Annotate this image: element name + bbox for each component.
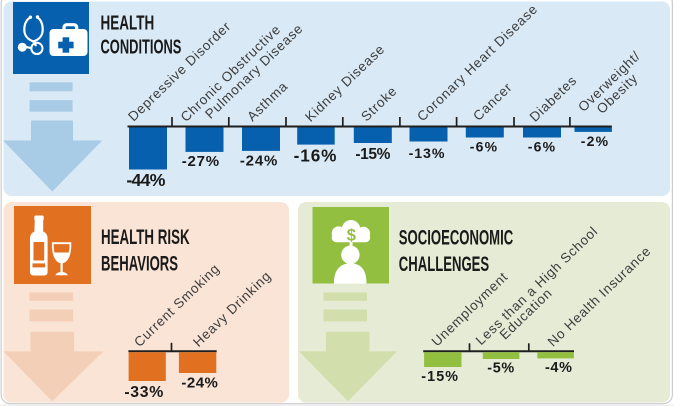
svg-text:-27%: -27% [182,153,220,170]
svg-text:-24%: -24% [240,153,278,170]
svg-text:-33%: -33% [124,384,164,401]
svg-text:-4%: -4% [545,360,573,376]
svg-text:-15%: -15% [421,369,459,385]
svg-text:-13%: -13% [409,146,446,162]
svg-text:-24%: -24% [181,375,218,392]
svg-text:-5%: -5% [487,360,515,376]
svg-text:-6%: -6% [470,139,499,155]
svg-text:-16%: -16% [294,145,338,165]
svg-text:HEALTH: HEALTH [101,12,155,34]
svg-text:-6%: -6% [528,139,557,155]
svg-text:-2%: -2% [581,133,610,149]
svg-text:-44%: -44% [126,170,165,190]
svg-text:CHALLENGES: CHALLENGES [399,252,489,276]
svg-text:CONDITIONS: CONDITIONS [101,36,182,59]
svg-text:BEHAVIORS: BEHAVIORS [101,251,178,275]
svg-text:-15%: -15% [355,146,390,163]
svg-text:SOCIOECONOMIC: SOCIOECONOMIC [399,225,514,249]
svg-text:$: $ [347,226,356,244]
svg-text:HEALTH RISK: HEALTH RISK [101,225,190,249]
